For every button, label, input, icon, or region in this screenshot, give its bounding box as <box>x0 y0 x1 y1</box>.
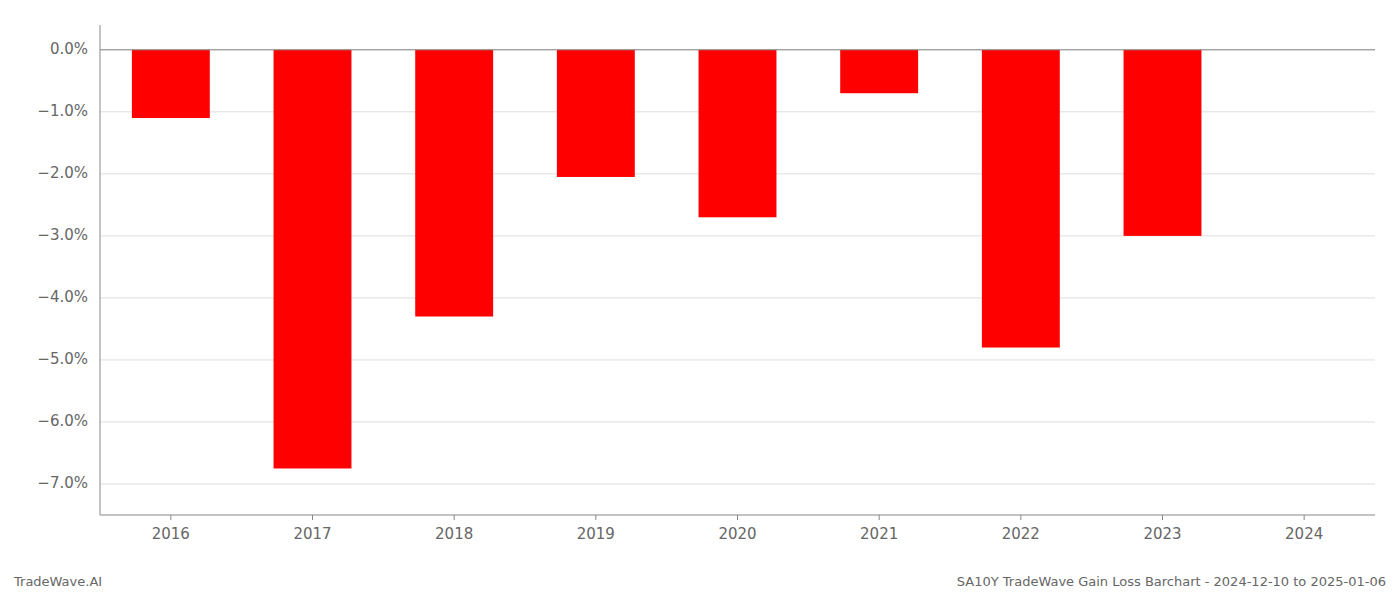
bar <box>699 50 777 217</box>
x-tick <box>1020 515 1021 520</box>
bar <box>840 50 918 93</box>
x-tick <box>1304 515 1305 520</box>
y-tick-label: −7.0% <box>37 474 88 492</box>
bar <box>274 50 352 469</box>
bar <box>1124 50 1202 236</box>
grid <box>100 50 1375 484</box>
x-tick <box>1162 515 1163 520</box>
x-tick <box>595 515 596 520</box>
x-tick-label: 2018 <box>435 525 473 543</box>
y-tick-label: −3.0% <box>37 226 88 244</box>
y-tick-label: −5.0% <box>37 350 88 368</box>
bar <box>982 50 1060 348</box>
bar <box>132 50 210 118</box>
x-tick <box>737 515 738 520</box>
bar <box>415 50 493 317</box>
footer: TradeWave.AI <box>13 574 102 589</box>
grid-line <box>100 49 1375 50</box>
x-tick-label: 2021 <box>860 525 898 543</box>
y-axis-line <box>100 25 101 515</box>
x-tick-label: 2017 <box>293 525 331 543</box>
x-tick <box>454 515 455 520</box>
x-tick-label: 2024 <box>1285 525 1323 543</box>
x-axis: 2016 2017 2018 2019 2020 2021 2022 2023 2024 <box>152 515 1324 543</box>
bar <box>557 50 635 177</box>
y-tick-label: −1.0% <box>37 102 88 120</box>
page: {"chart_data": {"type": "bar", "title": … <box>0 0 1400 600</box>
y-tick-label: −6.0% <box>37 412 88 430</box>
bars <box>132 50 1202 469</box>
x-tick <box>312 515 313 520</box>
y-tick-label: 0.0% <box>50 40 88 58</box>
title: SA10Y TradeWave Gain Loss Barchart - 202… <box>957 574 1386 589</box>
x-tick-label: 2020 <box>718 525 756 543</box>
y-axis: 0.0% −1.0% −2.0% −3.0% −4.0% −5.0% −6.0% −7.0% <box>37 40 88 492</box>
y-tick-label: −4.0% <box>37 288 88 306</box>
zero-line <box>100 49 1375 50</box>
grid-line <box>100 483 1375 484</box>
x-tick-label: 2022 <box>1002 525 1040 543</box>
x-tick <box>170 515 171 520</box>
y-tick-label: −2.0% <box>37 164 88 182</box>
x-tick-label: 2023 <box>1143 525 1181 543</box>
x-tick <box>879 515 880 520</box>
x-tick-label: 2019 <box>577 525 615 543</box>
x-tick-label: 2016 <box>152 525 190 543</box>
chart: 0.0% −1.0% −2.0% −3.0% −4.0% −5.0% −6.0% −7.0% 2… <box>0 0 1400 600</box>
